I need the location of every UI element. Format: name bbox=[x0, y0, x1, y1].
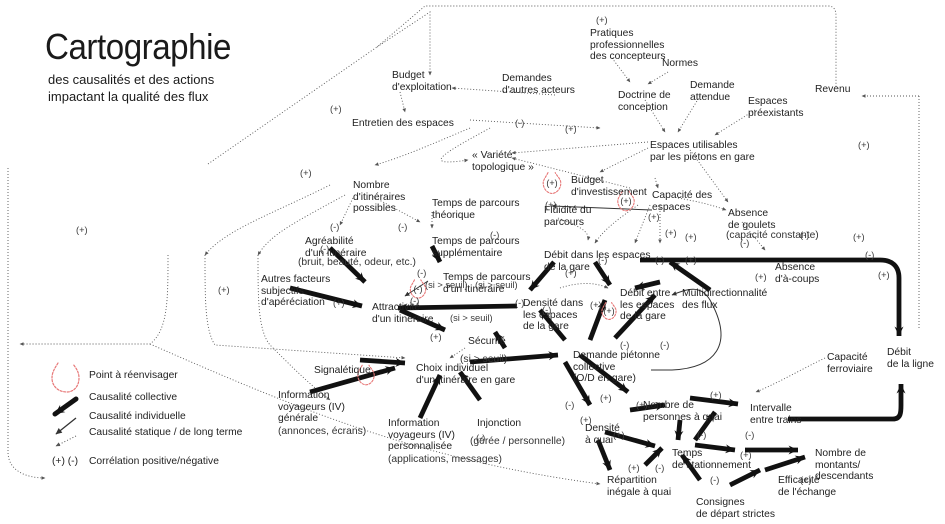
svg-text:(+): (+) bbox=[546, 178, 557, 188]
svg-text:(-): (-) bbox=[414, 284, 423, 294]
svg-text:(+): (+) bbox=[603, 306, 614, 316]
